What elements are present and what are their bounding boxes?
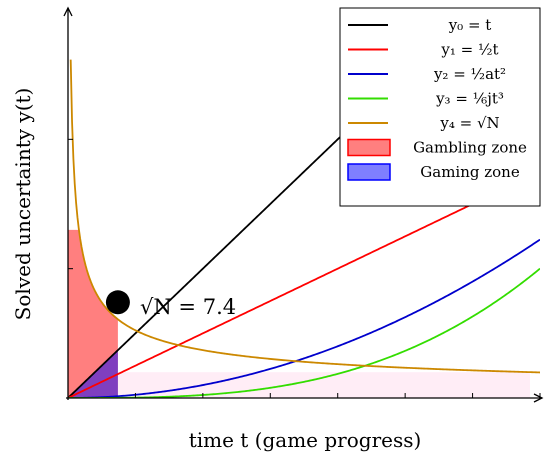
x-axis-arrow bbox=[533, 393, 544, 403]
legend-label-2: y₂ = ½at² bbox=[433, 65, 506, 83]
legend-label-4: y₄ = √N bbox=[439, 114, 499, 132]
y-axis-label: Solved uncertainty y(t) bbox=[11, 88, 35, 321]
legend-label-0: y₀ = t bbox=[448, 16, 492, 34]
legend-label-1: y₁ = ½t bbox=[440, 41, 498, 59]
gambling-zone bbox=[68, 229, 118, 398]
axes bbox=[63, 6, 544, 403]
legend-zone-swatch-1 bbox=[347, 163, 391, 181]
series-line-2 bbox=[68, 238, 540, 398]
y-axis-arrow bbox=[63, 6, 73, 17]
x-axis-label: time t (game progress) bbox=[189, 428, 422, 452]
legend-zone-label-1: Gaming zone bbox=[420, 163, 520, 181]
marker-annotation: √N = 7.4 bbox=[140, 295, 236, 319]
marker-point bbox=[105, 290, 130, 315]
series-line-1 bbox=[68, 170, 540, 398]
plot-area bbox=[68, 10, 540, 398]
legend: y₀ = t y₁ = ½t y₂ = ½at² y₃ = ⅙jt³ y₄ = √N Ga… bbox=[339, 7, 541, 207]
pink-band bbox=[117, 372, 530, 398]
legend-label-3: y₃ = ⅙jt³ bbox=[435, 90, 504, 108]
legend-zone-label-0: Gambling zone bbox=[413, 139, 527, 157]
legend-zone-swatch-0 bbox=[347, 138, 391, 157]
series-line-4 bbox=[69, 59, 540, 374]
